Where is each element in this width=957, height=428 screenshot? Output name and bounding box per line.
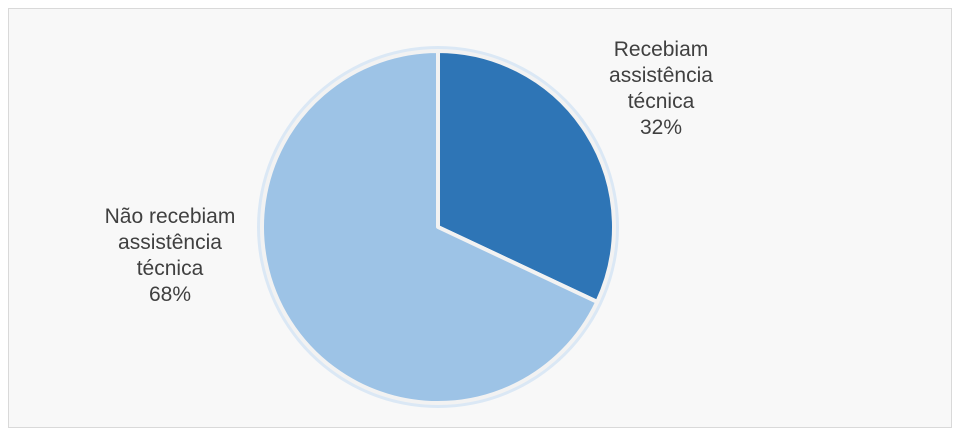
slice-label-nao-recebiam: Não recebiam assistência técnica 68%: [70, 204, 270, 308]
slice-label-line: Não recebiam: [104, 205, 236, 228]
slice-label-line: Recebiam: [613, 38, 709, 61]
slice-label-line: técnica: [627, 90, 695, 113]
pie-slices: [260, 49, 616, 405]
slice-label-line: assistência: [118, 231, 222, 254]
slice-percent: 68%: [148, 283, 192, 306]
pie-slice-0: [436, 49, 616, 304]
slice-label-line: técnica: [136, 257, 204, 280]
slice-label-recebiam: Recebiam assistência técnica 32%: [586, 37, 736, 141]
slice-percent: 32%: [639, 116, 683, 139]
slice-label-line: assistência: [609, 64, 713, 87]
pie-slice-1: [260, 49, 600, 405]
